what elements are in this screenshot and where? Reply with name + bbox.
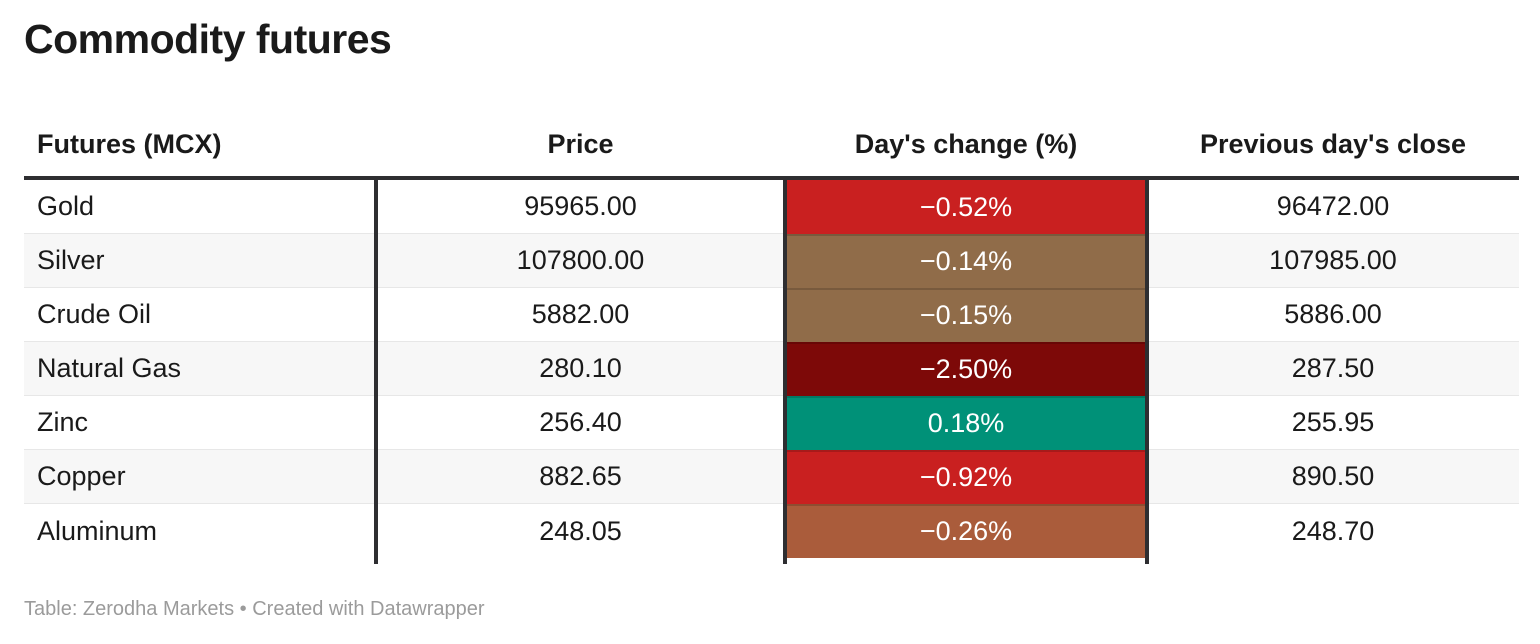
page-title: Commodity futures	[24, 16, 392, 62]
prev-close-value: 248.70	[1291, 515, 1375, 546]
futures-name: Gold	[24, 180, 376, 234]
days-change-cell: −2.50%	[785, 342, 1147, 396]
price-value: 95965.00	[376, 180, 785, 234]
days-change-cell: −0.92%	[785, 450, 1147, 504]
days-change-cell: −0.26%	[785, 504, 1147, 558]
price-value: 248.05	[539, 515, 622, 546]
futures-name: Crude Oil	[24, 288, 376, 342]
source-attribution: Table: Zerodha Markets • Created with Da…	[24, 598, 485, 620]
column-divider-change-prevclose	[1145, 180, 1149, 564]
table-body: Gold 95965.00 −0.52% 96472.00 Silver 107…	[24, 180, 1519, 558]
price-value: 882.65	[376, 450, 785, 504]
table-row: Natural Gas 280.10 −2.50% 287.50	[24, 342, 1519, 396]
column-header-futures: Futures (MCX)	[37, 128, 222, 159]
prev-close-value: 890.50	[1147, 450, 1519, 504]
price-value: 5882.00	[376, 288, 785, 342]
column-header-prev-close: Previous day's close	[1199, 128, 1467, 159]
price-value: 107800.00	[376, 234, 785, 288]
table-row: Silver 107800.00 −0.14% 107985.00	[24, 234, 1519, 288]
table-row: Crude Oil 5882.00 −0.15% 5886.00	[24, 288, 1519, 342]
header-divider-rule	[24, 176, 1519, 180]
futures-name: Zinc	[24, 396, 376, 450]
days-change-cell: −0.15%	[785, 288, 1147, 342]
column-header-days-change: Day's change (%)	[854, 128, 1078, 159]
prev-close-value: 287.50	[1147, 342, 1519, 396]
column-divider-futures-price	[374, 180, 378, 564]
prev-close-value: 96472.00	[1147, 180, 1519, 234]
price-value: 280.10	[376, 342, 785, 396]
prev-close-value: 107985.00	[1147, 234, 1519, 288]
futures-name: Copper	[24, 450, 376, 504]
table-row: Copper 882.65 −0.92% 890.50	[24, 450, 1519, 504]
prev-close-value: 255.95	[1147, 396, 1519, 450]
column-divider-price-change	[783, 180, 787, 564]
futures-name: Aluminum	[37, 515, 158, 546]
price-value: 256.40	[376, 396, 785, 450]
table-row: Gold 95965.00 −0.52% 96472.00	[24, 180, 1519, 234]
days-change-cell: −0.52%	[785, 180, 1147, 234]
futures-name: Natural Gas	[24, 342, 376, 396]
table-row: Zinc 256.40 0.18% 255.95	[24, 396, 1519, 450]
days-change-cell: −0.14%	[785, 234, 1147, 288]
prev-close-value: 5886.00	[1147, 288, 1519, 342]
column-header-price: Price	[547, 128, 614, 159]
days-change-cell: 0.18%	[785, 396, 1147, 450]
futures-name: Silver	[24, 234, 376, 288]
table-header-row: Futures (MCX) Price Day's change (%) Pre…	[24, 112, 1519, 176]
table-row: Aluminum 248.05 −0.26% 248.70	[24, 504, 1519, 558]
